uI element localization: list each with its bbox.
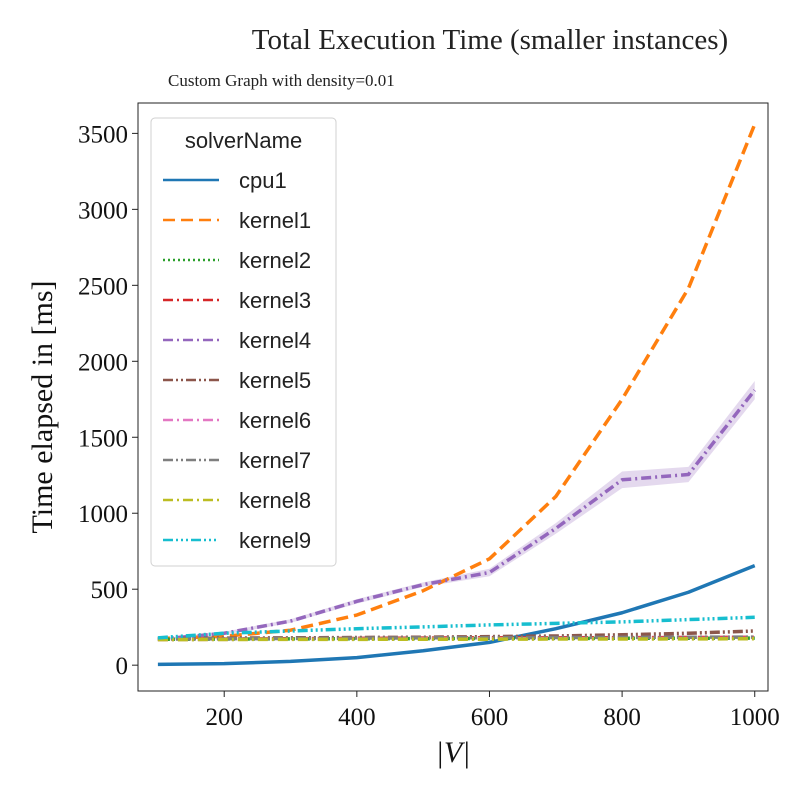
legend-label-kernel3: kernel3 xyxy=(239,288,311,313)
y-tick-label: 3500 xyxy=(78,121,128,148)
chart-title: Total Execution Time (smaller instances) xyxy=(251,24,729,56)
y-tick-label: 0 xyxy=(116,653,129,680)
y-axis: 0 500 1000 1500 2000 2500 3000 3500 xyxy=(78,121,138,680)
x-tick-label: 400 xyxy=(338,704,376,731)
legend-label-kernel9: kernel9 xyxy=(239,528,311,553)
x-tick-label: 1000 xyxy=(730,704,780,731)
series-line-kernel8 xyxy=(157,636,755,642)
plot-frame xyxy=(137,102,769,692)
legend-label-kernel1: kernel1 xyxy=(239,208,311,233)
y-tick-label: 1500 xyxy=(78,425,128,452)
x-tick-label: 600 xyxy=(471,704,509,731)
series-line-kernel4 xyxy=(157,389,757,642)
y-tick-label: 2000 xyxy=(78,349,128,376)
legend-box xyxy=(150,117,337,567)
y-tick-label: 2500 xyxy=(78,273,128,300)
legend-label-cpu1: cpu1 xyxy=(239,168,287,193)
y-tick-label: 500 xyxy=(91,577,129,604)
series-line-kernel9 xyxy=(157,615,755,640)
legend-items: cpu1 kernel1 kernel2 kernel3 kernel4 kernel5 k… xyxy=(163,168,311,553)
series-lines xyxy=(157,123,757,667)
legend-label-kernel2: kernel2 xyxy=(239,248,311,273)
y-tick-label: 1000 xyxy=(78,501,128,528)
legend-label-kernel6: kernel6 xyxy=(239,408,311,433)
x-tick-label: 800 xyxy=(603,704,641,731)
legend-label-kernel8: kernel8 xyxy=(239,488,311,513)
legend-title: solverName xyxy=(185,128,302,153)
x-tick-label: 200 xyxy=(205,704,243,731)
legend-label-kernel7: kernel7 xyxy=(239,448,311,473)
legend-label-kernel4: kernel4 xyxy=(239,328,311,353)
chart-subtitle: Custom Graph with density=0.01 xyxy=(168,71,395,90)
legend: solverName cpu1 kernel1 kernel2 kernel3 kern… xyxy=(150,117,337,567)
x-axis: 200 400 600 800 1000 xyxy=(205,691,780,731)
y-axis-label: Time elapsed in [ms] xyxy=(26,280,59,533)
series-line-kernel7 xyxy=(157,635,755,641)
series-line-cpu1 xyxy=(157,564,756,667)
y-tick-label: 3000 xyxy=(78,197,128,224)
x-axis-label: |V| xyxy=(436,736,471,769)
legend-label-kernel5: kernel5 xyxy=(239,368,311,393)
series-line-kernel1 xyxy=(157,123,757,641)
